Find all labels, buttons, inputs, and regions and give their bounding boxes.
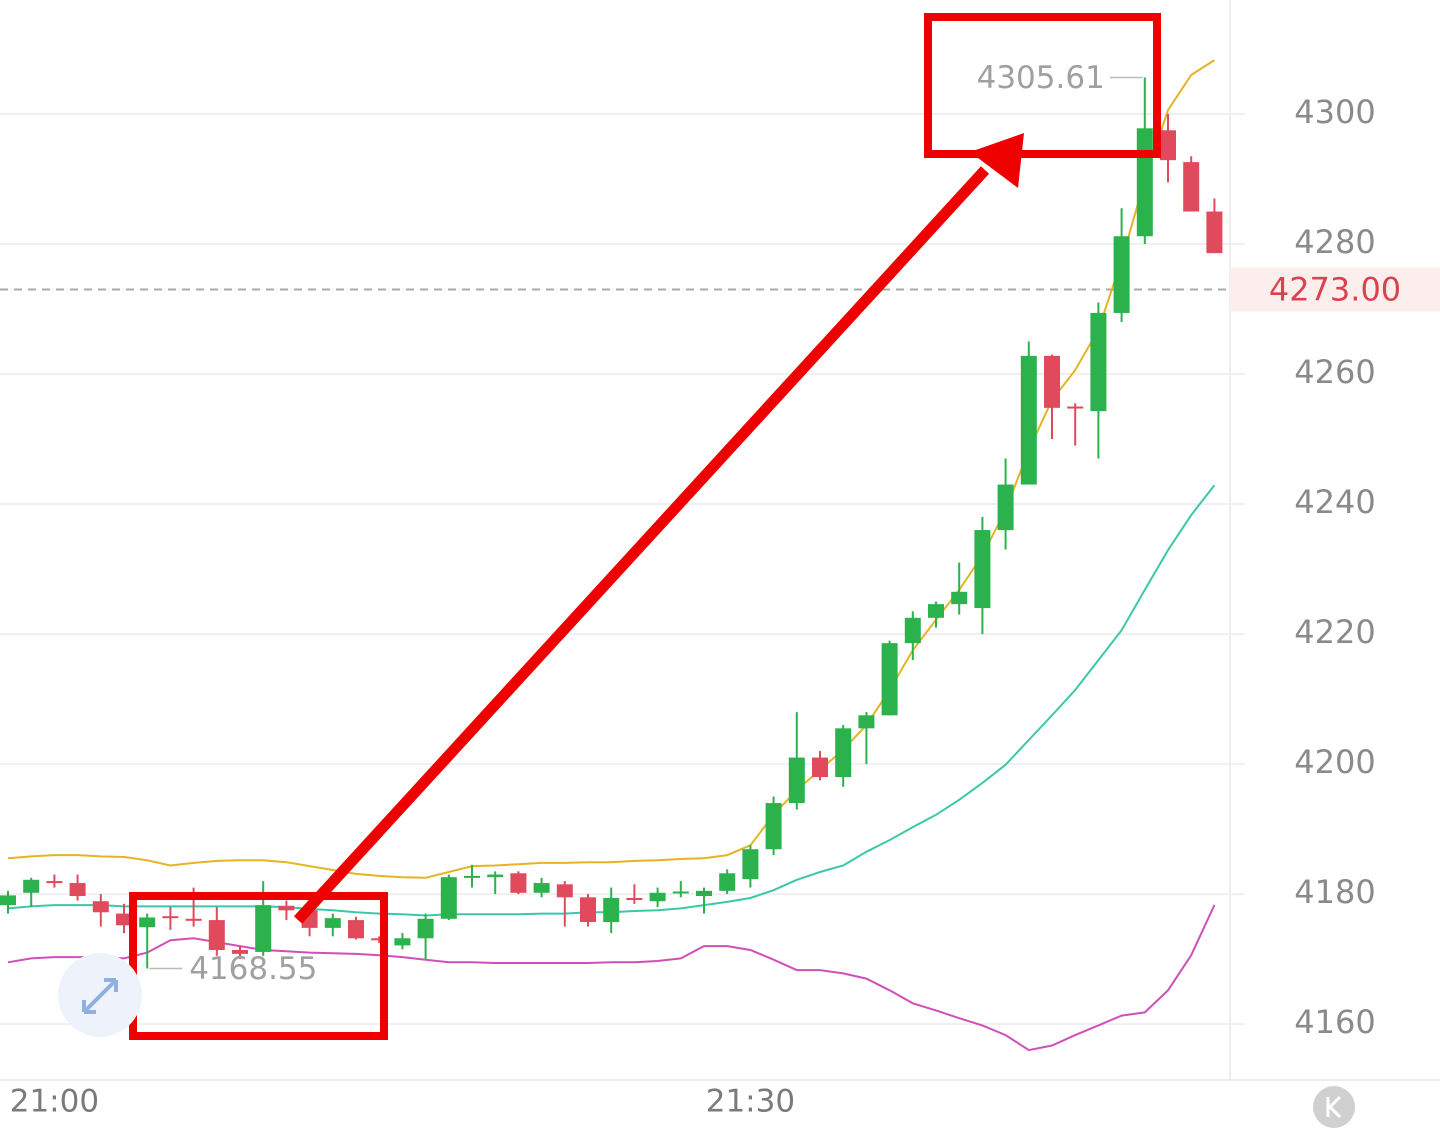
candle-body bbox=[974, 530, 991, 609]
candle-body bbox=[255, 905, 272, 952]
candle-body bbox=[116, 913, 132, 926]
candle-body bbox=[185, 918, 202, 921]
highlight-box bbox=[129, 892, 388, 1040]
candle-body bbox=[1020, 355, 1037, 485]
plot-frame bbox=[0, 0, 1440, 1081]
k-icon bbox=[1326, 1095, 1342, 1119]
y-tick-label: 4260 bbox=[1294, 353, 1375, 391]
candle-body bbox=[1183, 162, 1200, 212]
x-tick-label: 21:30 bbox=[706, 1084, 795, 1120]
candle-body bbox=[812, 757, 828, 778]
candle-body bbox=[1160, 130, 1176, 161]
candle-body bbox=[672, 891, 689, 894]
candle-body bbox=[696, 890, 712, 897]
candle-body bbox=[858, 715, 875, 729]
candle-body bbox=[348, 920, 364, 939]
candle-body bbox=[46, 881, 63, 884]
candle-body bbox=[139, 917, 156, 928]
candle-body bbox=[92, 901, 109, 913]
candle-body bbox=[881, 643, 898, 716]
annotation-overlay bbox=[58, 13, 1355, 1128]
candle-body bbox=[580, 897, 596, 923]
candle-body bbox=[649, 892, 666, 902]
candle-body bbox=[1044, 355, 1060, 408]
y-tick-label: 4220 bbox=[1294, 613, 1375, 651]
candle-body bbox=[1090, 312, 1107, 412]
candle-body bbox=[904, 617, 921, 644]
last-price-label: 4273.00 bbox=[1269, 271, 1401, 309]
candle-body bbox=[394, 938, 411, 946]
highlight-box bbox=[924, 13, 1161, 158]
candle-body bbox=[742, 849, 759, 880]
candle-body bbox=[232, 949, 248, 954]
candle-body bbox=[417, 918, 434, 939]
candle-body bbox=[0, 895, 16, 906]
arrow-head bbox=[970, 133, 1024, 188]
y-tick-label: 4300 bbox=[1294, 93, 1375, 131]
candle-body bbox=[1067, 406, 1084, 409]
candle-body bbox=[765, 803, 782, 850]
candle-body bbox=[719, 873, 736, 891]
indicator-line bbox=[7, 484, 1216, 917]
candle-body bbox=[23, 879, 40, 893]
candle-body bbox=[556, 884, 573, 898]
arrow-line bbox=[293, 166, 990, 924]
candle-body bbox=[324, 918, 341, 928]
candle-body bbox=[162, 916, 179, 919]
y-tick-label: 4240 bbox=[1294, 483, 1375, 521]
candle-body bbox=[928, 604, 944, 618]
candle-body bbox=[1206, 211, 1223, 254]
candle-body bbox=[1136, 128, 1153, 237]
expand-icon bbox=[82, 978, 118, 1014]
candle-body bbox=[835, 728, 852, 778]
y-tick-label: 4200 bbox=[1294, 743, 1375, 781]
candle-body bbox=[69, 883, 86, 897]
candle-body bbox=[440, 877, 457, 919]
candle-body bbox=[788, 757, 805, 804]
y-tick-label: 4160 bbox=[1294, 1003, 1375, 1041]
x-tick-label: 21:00 bbox=[10, 1084, 99, 1120]
candle-body bbox=[626, 897, 643, 900]
y-tick-label: 4180 bbox=[1294, 873, 1375, 911]
min-price-label: 4168.55 bbox=[189, 951, 317, 987]
candle-body bbox=[510, 873, 527, 893]
y-tick-label: 4280 bbox=[1294, 223, 1375, 261]
candle-body bbox=[603, 897, 620, 923]
max-price-label: 4305.61 bbox=[977, 60, 1105, 96]
k-button[interactable] bbox=[1313, 1086, 1355, 1128]
candle-body bbox=[278, 905, 295, 911]
candle-body bbox=[533, 883, 550, 893]
candle-body bbox=[208, 920, 225, 950]
candle-body bbox=[464, 875, 480, 878]
candle-body bbox=[997, 484, 1014, 531]
candle-body bbox=[487, 874, 504, 878]
candle-body bbox=[1113, 236, 1130, 313]
last-price-box bbox=[1230, 267, 1440, 312]
candle-body bbox=[951, 591, 968, 605]
candle-body bbox=[371, 938, 388, 941]
